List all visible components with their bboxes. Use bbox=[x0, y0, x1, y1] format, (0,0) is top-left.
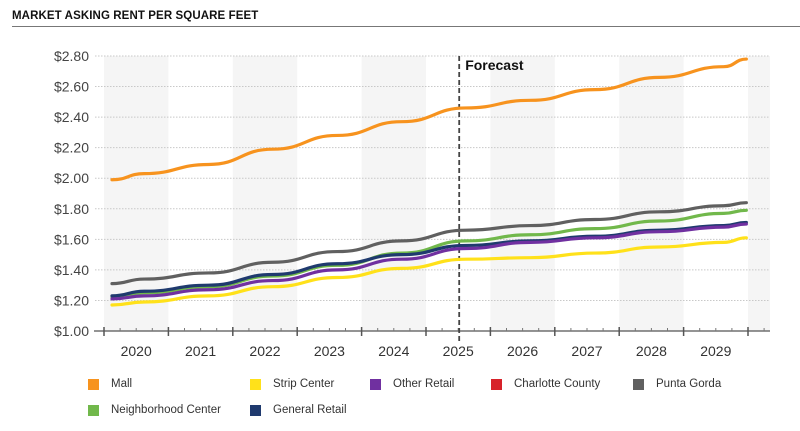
legend-label: Strip Center bbox=[273, 378, 335, 390]
forecast-label: Forecast bbox=[465, 57, 524, 73]
x-tick-label: 2028 bbox=[636, 343, 667, 359]
title-divider bbox=[12, 26, 800, 27]
series-line-mall bbox=[110, 57, 748, 182]
y-tick-label: $2.60 bbox=[54, 79, 89, 95]
y-tick-label: $2.80 bbox=[54, 48, 89, 64]
x-tick-label: 2020 bbox=[121, 343, 152, 359]
year-band bbox=[748, 56, 770, 331]
x-tick-label: 2025 bbox=[443, 343, 474, 359]
legend-label: Punta Gorda bbox=[656, 378, 722, 390]
series-line-punta-gorda bbox=[110, 201, 748, 286]
series-line-strip-center bbox=[110, 236, 748, 307]
legend-swatch bbox=[88, 378, 99, 390]
legend-label: Charlotte County bbox=[514, 378, 601, 390]
x-tick-label: 2026 bbox=[507, 343, 538, 359]
legend-item: Other Retail bbox=[370, 378, 454, 390]
y-tick-label: $2.20 bbox=[54, 140, 89, 156]
legend-item: Neighborhood Center bbox=[88, 404, 221, 416]
x-tick-label: 2024 bbox=[378, 343, 409, 359]
legend-label: General Retail bbox=[273, 404, 347, 416]
legend-swatch bbox=[250, 378, 261, 390]
year-band bbox=[361, 56, 426, 331]
legend-swatch bbox=[633, 378, 644, 390]
legend-item: Strip Center bbox=[250, 378, 334, 390]
legend-swatch bbox=[250, 404, 261, 416]
x-tick-label: 2023 bbox=[314, 343, 345, 359]
y-tick-label: $1.20 bbox=[54, 292, 89, 308]
legend-label: Mall bbox=[111, 378, 133, 390]
series-lines bbox=[110, 57, 748, 307]
y-tick-label: $1.40 bbox=[54, 262, 89, 278]
legend-item: General Retail bbox=[250, 404, 347, 416]
gridlines bbox=[95, 55, 770, 301]
y-tick-label: $2.40 bbox=[54, 109, 89, 125]
y-tick-label: $2.00 bbox=[54, 170, 89, 186]
legend-swatch bbox=[370, 378, 381, 390]
y-tick-label: $1.60 bbox=[54, 231, 89, 247]
x-tick-label: 2027 bbox=[571, 343, 602, 359]
legend-swatch bbox=[491, 378, 502, 390]
legend-item: Charlotte County bbox=[491, 378, 600, 390]
y-tick-label: $1.80 bbox=[54, 201, 89, 217]
legend-item: Punta Gorda bbox=[633, 378, 721, 390]
year-bands bbox=[104, 56, 770, 331]
chart-title: MARKET ASKING RENT PER SQUARE FEET bbox=[12, 10, 259, 22]
legend-item: Mall bbox=[88, 378, 132, 390]
forecast-marker: Forecast bbox=[458, 56, 524, 341]
y-tick-label: $1.00 bbox=[54, 323, 89, 339]
series-line-other-retail bbox=[110, 222, 748, 301]
x-tick-label: 2022 bbox=[249, 343, 280, 359]
x-tick-label: 2029 bbox=[700, 343, 731, 359]
legend-label: Other Retail bbox=[393, 378, 455, 390]
legend-swatch bbox=[88, 404, 99, 416]
y-axis: $1.00 $1.20 $1.40 $1.60 $1.80 $2.00 $2.20 $2.40… bbox=[54, 48, 89, 339]
x-axis: 2020 2021 2022 2023 2024 2025 2026 2027 2028 2029 bbox=[94, 327, 770, 359]
year-band bbox=[490, 56, 555, 331]
x-tick-label: 2021 bbox=[185, 343, 216, 359]
legend-label: Neighborhood Center bbox=[111, 404, 221, 416]
year-band bbox=[619, 56, 684, 331]
